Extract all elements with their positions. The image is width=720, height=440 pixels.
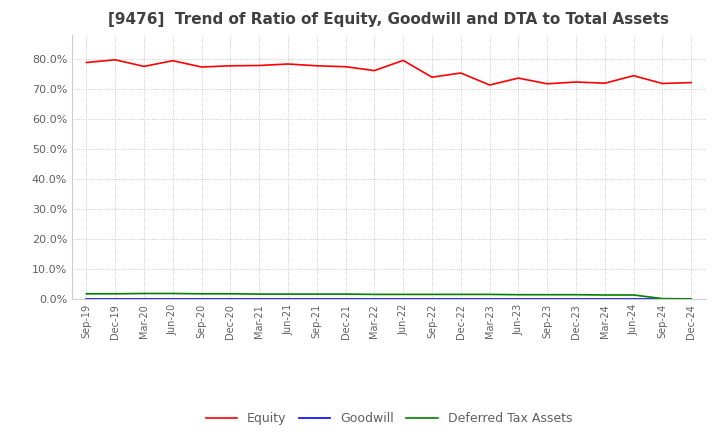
Equity bbox=[226, 63, 235, 69]
Equity bbox=[255, 63, 264, 68]
Deferred Tax Assets bbox=[82, 291, 91, 297]
Deferred Tax Assets bbox=[514, 292, 523, 297]
Goodwill bbox=[168, 297, 177, 302]
Goodwill bbox=[284, 297, 292, 302]
Equity bbox=[543, 81, 552, 86]
Line: Deferred Tax Assets: Deferred Tax Assets bbox=[86, 293, 691, 299]
Equity bbox=[82, 60, 91, 65]
Deferred Tax Assets bbox=[341, 291, 350, 297]
Deferred Tax Assets bbox=[485, 292, 494, 297]
Goodwill bbox=[140, 297, 148, 302]
Goodwill bbox=[658, 297, 667, 302]
Goodwill bbox=[197, 297, 206, 302]
Deferred Tax Assets bbox=[370, 292, 379, 297]
Equity bbox=[197, 64, 206, 70]
Deferred Tax Assets bbox=[197, 291, 206, 297]
Equity bbox=[572, 79, 580, 84]
Deferred Tax Assets bbox=[687, 296, 696, 301]
Deferred Tax Assets bbox=[255, 291, 264, 297]
Title: [9476]  Trend of Ratio of Equity, Goodwill and DTA to Total Assets: [9476] Trend of Ratio of Equity, Goodwil… bbox=[108, 12, 670, 27]
Deferred Tax Assets bbox=[399, 292, 408, 297]
Deferred Tax Assets bbox=[456, 292, 465, 297]
Equity bbox=[629, 73, 638, 78]
Equity bbox=[341, 64, 350, 70]
Goodwill bbox=[687, 297, 696, 302]
Goodwill bbox=[111, 297, 120, 302]
Deferred Tax Assets bbox=[629, 292, 638, 297]
Deferred Tax Assets bbox=[600, 292, 609, 297]
Deferred Tax Assets bbox=[312, 291, 321, 297]
Equity bbox=[658, 81, 667, 86]
Goodwill bbox=[428, 297, 436, 302]
Equity bbox=[111, 57, 120, 62]
Equity bbox=[284, 61, 292, 66]
Deferred Tax Assets bbox=[572, 292, 580, 297]
Goodwill bbox=[370, 297, 379, 302]
Goodwill bbox=[514, 297, 523, 302]
Goodwill bbox=[572, 297, 580, 302]
Equity bbox=[140, 64, 148, 69]
Equity bbox=[428, 74, 436, 80]
Deferred Tax Assets bbox=[226, 291, 235, 297]
Goodwill bbox=[341, 297, 350, 302]
Equity bbox=[312, 63, 321, 69]
Equity bbox=[370, 68, 379, 73]
Equity bbox=[399, 58, 408, 63]
Equity bbox=[485, 82, 494, 88]
Deferred Tax Assets bbox=[140, 291, 148, 296]
Equity bbox=[168, 58, 177, 63]
Equity bbox=[514, 75, 523, 81]
Equity bbox=[456, 70, 465, 76]
Goodwill bbox=[226, 297, 235, 302]
Deferred Tax Assets bbox=[111, 291, 120, 297]
Equity bbox=[687, 80, 696, 85]
Legend: Equity, Goodwill, Deferred Tax Assets: Equity, Goodwill, Deferred Tax Assets bbox=[201, 407, 577, 430]
Goodwill bbox=[456, 297, 465, 302]
Goodwill bbox=[543, 297, 552, 302]
Deferred Tax Assets bbox=[658, 296, 667, 301]
Goodwill bbox=[485, 297, 494, 302]
Equity bbox=[600, 81, 609, 86]
Deferred Tax Assets bbox=[543, 292, 552, 297]
Goodwill bbox=[629, 297, 638, 302]
Goodwill bbox=[312, 297, 321, 302]
Goodwill bbox=[399, 297, 408, 302]
Goodwill bbox=[600, 297, 609, 302]
Line: Equity: Equity bbox=[86, 60, 691, 85]
Deferred Tax Assets bbox=[284, 291, 292, 297]
Goodwill bbox=[255, 297, 264, 302]
Goodwill bbox=[82, 297, 91, 302]
Deferred Tax Assets bbox=[168, 291, 177, 296]
Deferred Tax Assets bbox=[428, 292, 436, 297]
